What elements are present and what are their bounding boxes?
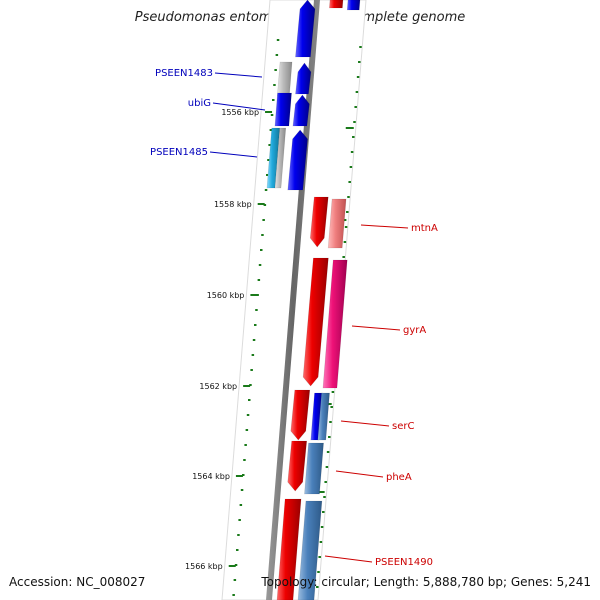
label-leader-line (209, 151, 258, 158)
gene-label: serC (392, 421, 414, 432)
cds-forward-prot (274, 127, 287, 189)
gene-label: mtnA (411, 223, 438, 234)
label-leader-line (335, 470, 384, 478)
cds-forward (287, 129, 308, 191)
cds-forward (295, 0, 316, 58)
scale-label: 1564 kbp (192, 472, 230, 481)
cds-reverse (329, 0, 344, 9)
scale-label: 1562 kbp (199, 382, 237, 391)
cds-reverse-prot (327, 198, 347, 249)
label-leader-line (212, 102, 266, 111)
label-layer: PSEEN1483 ubiG PSEEN1485 mtnA gyrA serC pheA PS… (150, 68, 438, 568)
cds-reverse (290, 389, 311, 441)
gene-label: ubiG (188, 98, 211, 109)
cds-reverse (309, 196, 329, 248)
accession-label: Accession: NC_008027 (9, 575, 146, 589)
cds-forward-prot (274, 92, 292, 127)
gene-label: gyrA (403, 325, 426, 336)
gene-label: pheA (386, 472, 412, 483)
label-leader-line (360, 224, 409, 229)
tick-track: 1556 kbp 1558 kbp 1560 kbp 1562 kbp 1564 kbp… (185, 39, 362, 596)
cds-reverse (287, 440, 308, 492)
scale-label: 1556 kbp (221, 108, 259, 117)
feature-layer (266, 0, 361, 600)
cds-forward-prot (276, 61, 293, 97)
cds-forward (292, 94, 310, 127)
cds-forward-prot (346, 0, 361, 11)
cds-reverse-prot (322, 259, 348, 389)
cds-reverse-prot (317, 392, 330, 441)
genome-summary: Topology: circular; Length: 5,888,780 bp… (261, 575, 591, 589)
cds-reverse (302, 257, 329, 387)
label-leader-line (340, 420, 390, 427)
cds-forward (295, 62, 312, 95)
cds-reverse-prot (304, 442, 324, 495)
scale-label: 1560 kbp (207, 291, 245, 300)
cds-reverse (276, 498, 302, 600)
gene-label: PSEEN1485 (150, 147, 208, 158)
scale-label: 1566 kbp (185, 562, 223, 571)
scale-label: 1558 kbp (214, 200, 252, 209)
label-leader-line (324, 555, 373, 563)
label-leader-line (351, 325, 401, 331)
gene-label: PSEEN1483 (155, 68, 213, 79)
cds-reverse-prot (297, 500, 323, 600)
label-leader-line (214, 72, 263, 78)
gene-label: PSEEN1490 (375, 557, 433, 568)
